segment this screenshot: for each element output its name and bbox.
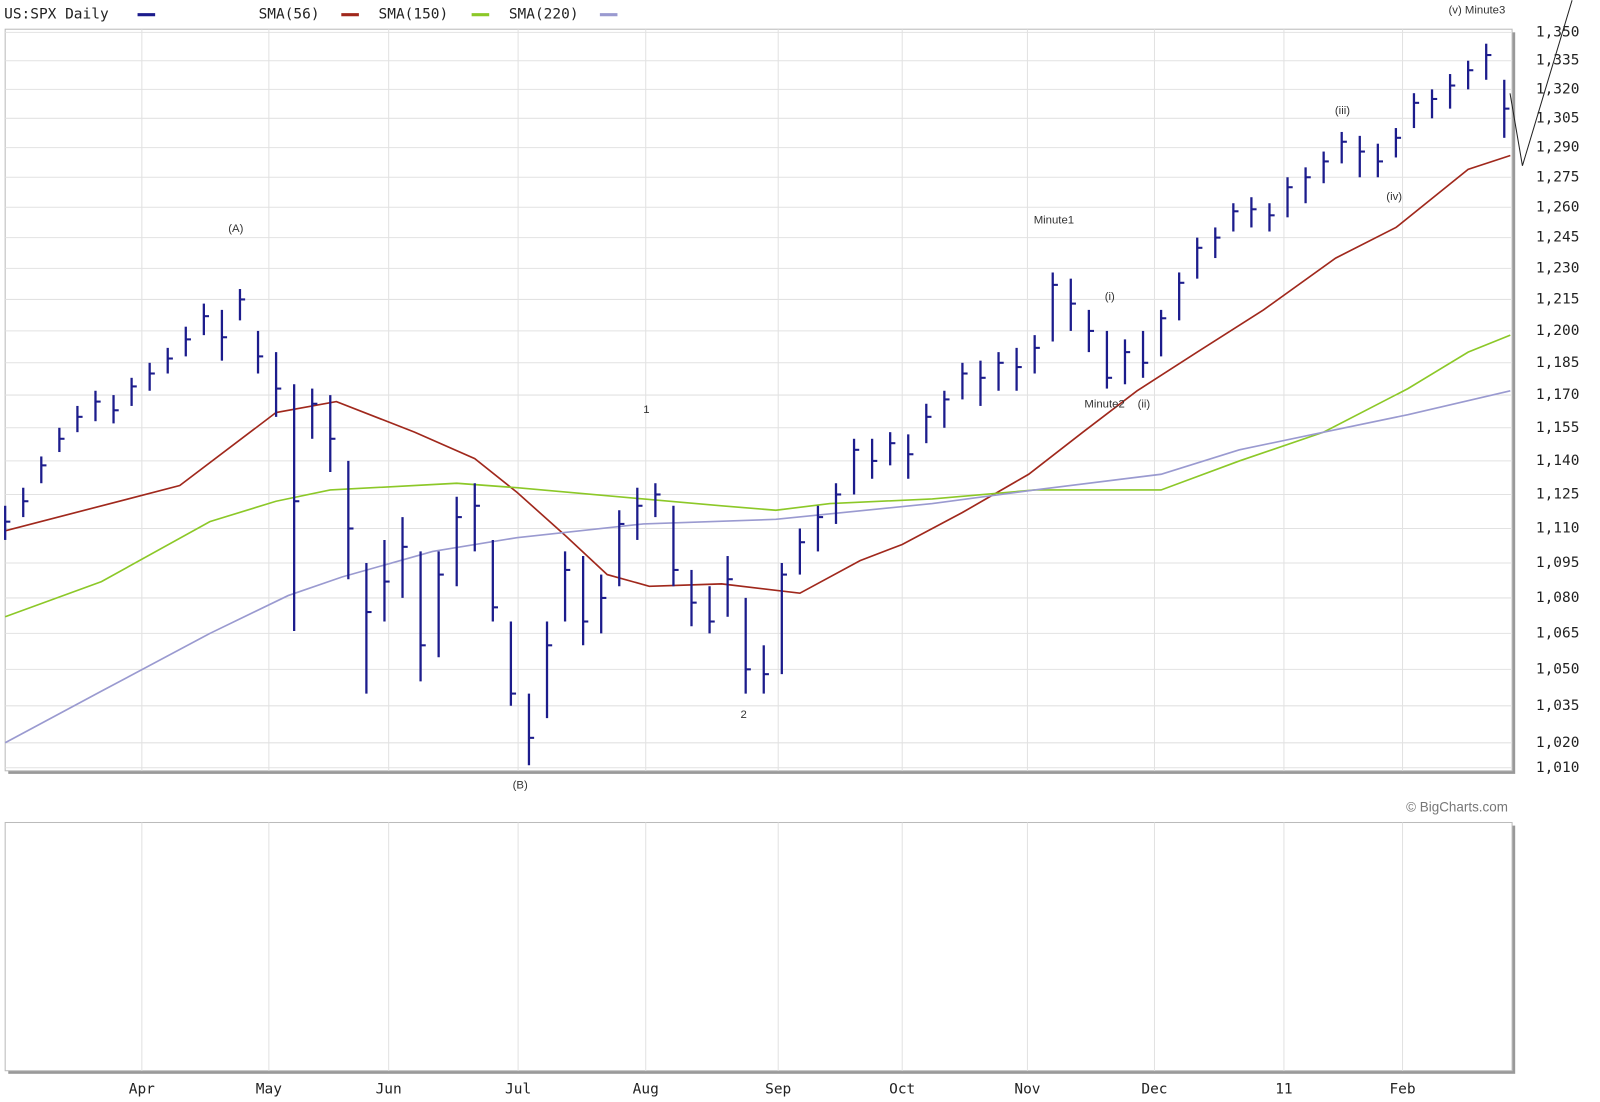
y-tick-label: 1,020 xyxy=(1536,735,1580,751)
legend-label: US:SPX Daily xyxy=(4,7,109,23)
price-panel xyxy=(4,28,1513,772)
x-tick-label: Jul xyxy=(505,1081,531,1097)
wave-label: (A) xyxy=(228,223,243,235)
y-tick-label: 1,170 xyxy=(1536,387,1580,403)
wave-label: (B) xyxy=(513,779,528,791)
y-tick-label: 1,065 xyxy=(1536,625,1580,641)
y-tick-label: 1,035 xyxy=(1536,698,1580,714)
wave-label: 2 xyxy=(740,709,746,721)
y-tick-label: 1,245 xyxy=(1536,230,1580,246)
y-tick-label: 1,155 xyxy=(1536,420,1580,436)
x-tick-label: Aug xyxy=(633,1081,659,1097)
wave-label: Minute1 xyxy=(1034,215,1074,227)
legend-label: SMA(220) xyxy=(509,7,579,23)
legend-label: SMA(150) xyxy=(379,7,449,23)
y-tick-label: 1,275 xyxy=(1536,169,1580,185)
wave-label: 1 xyxy=(643,404,649,416)
wave-label: (ii) xyxy=(1138,399,1151,411)
sma-line xyxy=(4,154,1511,595)
y-tick-label: 1,200 xyxy=(1536,323,1580,339)
wave-label: (iii) xyxy=(1335,105,1350,117)
y-tick-label: 1,185 xyxy=(1536,355,1580,371)
wave-label: (iv) xyxy=(1386,191,1402,203)
y-tick-label: 1,095 xyxy=(1536,555,1580,571)
x-tick-label: May xyxy=(256,1081,282,1097)
x-tick-label: Apr xyxy=(129,1081,155,1097)
y-tick-label: 1,215 xyxy=(1536,291,1580,307)
y-tick-label: 1,080 xyxy=(1536,590,1580,606)
wave-label: (i) xyxy=(1105,291,1115,303)
y-tick-label: 1,230 xyxy=(1536,260,1580,276)
y-tick-label: 1,335 xyxy=(1536,53,1580,69)
y-tick-label: 1,110 xyxy=(1536,520,1580,536)
y-tick-label: 1,305 xyxy=(1536,110,1580,126)
x-tick-label: Jun xyxy=(376,1081,402,1097)
legend-label: SMA(56) xyxy=(259,7,320,23)
x-tick-label: Oct xyxy=(889,1081,915,1097)
y-tick-label: 1,320 xyxy=(1536,81,1580,97)
lower-panel xyxy=(4,821,1513,1072)
y-tick-label: 1,140 xyxy=(1536,453,1580,469)
credit: © BigCharts.com xyxy=(1406,800,1508,815)
x-tick-label: Sep xyxy=(765,1081,791,1097)
x-tick-label: Feb xyxy=(1389,1081,1415,1097)
x-tick-label: Dec xyxy=(1141,1081,1167,1097)
drawn-projection xyxy=(1509,0,1573,166)
x-tick-label: 11 xyxy=(1275,1081,1292,1097)
sma-line xyxy=(4,389,1511,744)
y-tick-label: 1,290 xyxy=(1536,140,1580,156)
x-tick-label: Nov xyxy=(1014,1081,1040,1097)
wave-label: Minute2 xyxy=(1084,399,1124,411)
y-tick-label: 1,010 xyxy=(1536,760,1580,776)
y-tick-label: 1,350 xyxy=(1536,24,1580,40)
y-tick-label: 1,260 xyxy=(1536,199,1580,215)
wave-label: (v) Minute3 xyxy=(1449,5,1506,17)
y-tick-label: 1,125 xyxy=(1536,486,1580,502)
y-tick-label: 1,050 xyxy=(1536,661,1580,677)
